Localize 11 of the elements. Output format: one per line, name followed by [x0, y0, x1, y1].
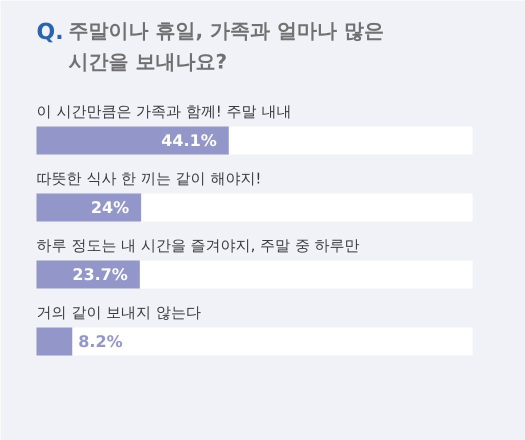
- bar: [36, 328, 72, 356]
- y-tick-label: 따뜻한 식사 한 끼는 같이 해야지!: [36, 170, 262, 188]
- y-tick-label: 거의 같이 보내지 않는다: [36, 304, 201, 322]
- chart-title: Q. 주말이나 휴일, 가족과 얼마나 많은 시간을 보내나요?: [36, 18, 384, 74]
- data-label: 23.7%: [72, 265, 128, 284]
- data-label: 8.2%: [78, 332, 123, 351]
- data-label: 24%: [90, 198, 130, 217]
- bar: [36, 194, 142, 222]
- y-tick-label: 하루 정도는 내 시간을 즐겨야지, 주말 중 하루만: [36, 236, 360, 254]
- y-tick-label: 이 시간만큼은 가족과 함께! 주말 내내: [36, 102, 292, 120]
- data-label: 44.1%: [161, 131, 217, 150]
